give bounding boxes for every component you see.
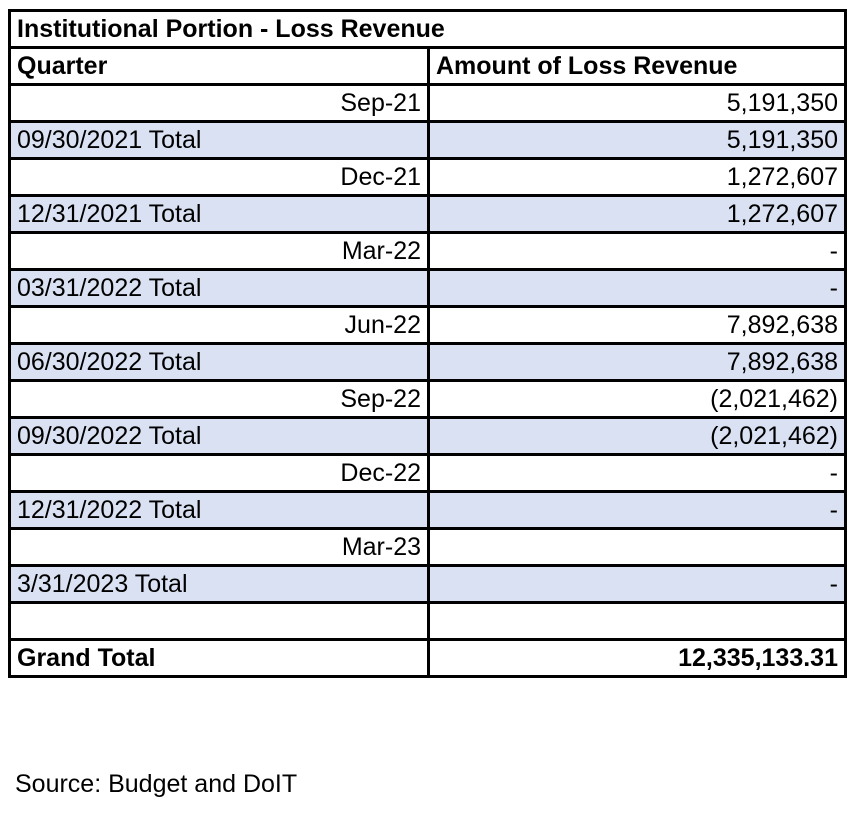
quarter-cell: Mar-22 [8,231,430,271]
amount-cell [427,527,847,567]
amount-cell: 1,272,607 [427,157,847,197]
table-title-row: Institutional Portion - Loss Revenue [8,9,847,49]
amount-cell: 7,892,638 [427,342,847,382]
table-row: Dec-21 1,272,607 [8,157,847,197]
quarter-cell: Dec-22 [8,453,430,493]
amount-cell: (2,021,462) [427,416,847,456]
table-row: Dec-22- [8,453,847,493]
amount-cell: - [427,231,847,271]
table-row: Sep-22 (2,021,462) [8,379,847,419]
quarter-total-cell: 12/31/2022 Total [8,490,430,530]
total-row: 09/30/2021 Total 5,191,350 [8,120,847,160]
amount-cell: 5,191,350 [427,83,847,123]
table-header-row: Quarter Amount of Loss Revenue [8,46,847,86]
table-row: Mar-22- [8,231,847,271]
total-row: 03/31/2022 Total - [8,268,847,308]
grand-total-row: Grand Total 12,335,133.31 [8,638,847,678]
amount-cell: 1,272,607 [427,194,847,234]
quarter-total-cell: 06/30/2022 Total [8,342,430,382]
table-title: Institutional Portion - Loss Revenue [8,9,847,49]
blank-cell [427,601,847,641]
column-header-quarter: Quarter [8,46,430,86]
amount-cell: - [427,268,847,308]
blank-row [8,601,847,641]
total-row: 3/31/2023 Total - [8,564,847,604]
quarter-total-cell: 09/30/2022 Total [8,416,430,456]
amount-cell: 5,191,350 [427,120,847,160]
total-row: 12/31/2022 Total - [8,490,847,530]
table-row: Sep-21 5,191,350 [8,83,847,123]
grand-total-label: Grand Total [8,638,430,678]
quarter-cell: Dec-21 [8,157,430,197]
column-header-amount: Amount of Loss Revenue [427,46,847,86]
quarter-total-cell: 09/30/2021 Total [8,120,430,160]
quarter-cell: Jun-22 [8,305,430,345]
table-row: Mar-23 [8,527,847,567]
amount-cell: - [427,453,847,493]
amount-cell: (2,021,462) [427,379,847,419]
quarter-total-cell: 03/31/2022 Total [8,268,430,308]
total-row: 12/31/2021 Total 1,272,607 [8,194,847,234]
grand-total-amount: 12,335,133.31 [427,638,847,678]
amount-cell: - [427,564,847,604]
amount-cell: - [427,490,847,530]
quarter-cell: Sep-21 [8,83,430,123]
quarter-cell: Sep-22 [8,379,430,419]
blank-cell [8,601,430,641]
quarter-total-cell: 12/31/2021 Total [8,194,430,234]
total-row: 09/30/2022 Total (2,021,462) [8,416,847,456]
quarter-cell: Mar-23 [8,527,430,567]
loss-revenue-table: Institutional Portion - Loss Revenue Qua… [8,9,847,678]
table-row: Jun-22 7,892,638 [8,305,847,345]
total-row: 06/30/2022 Total 7,892,638 [8,342,847,382]
source-note: Source: Budget and DoIT [15,770,298,798]
quarter-total-cell: 3/31/2023 Total [8,564,430,604]
amount-cell: 7,892,638 [427,305,847,345]
